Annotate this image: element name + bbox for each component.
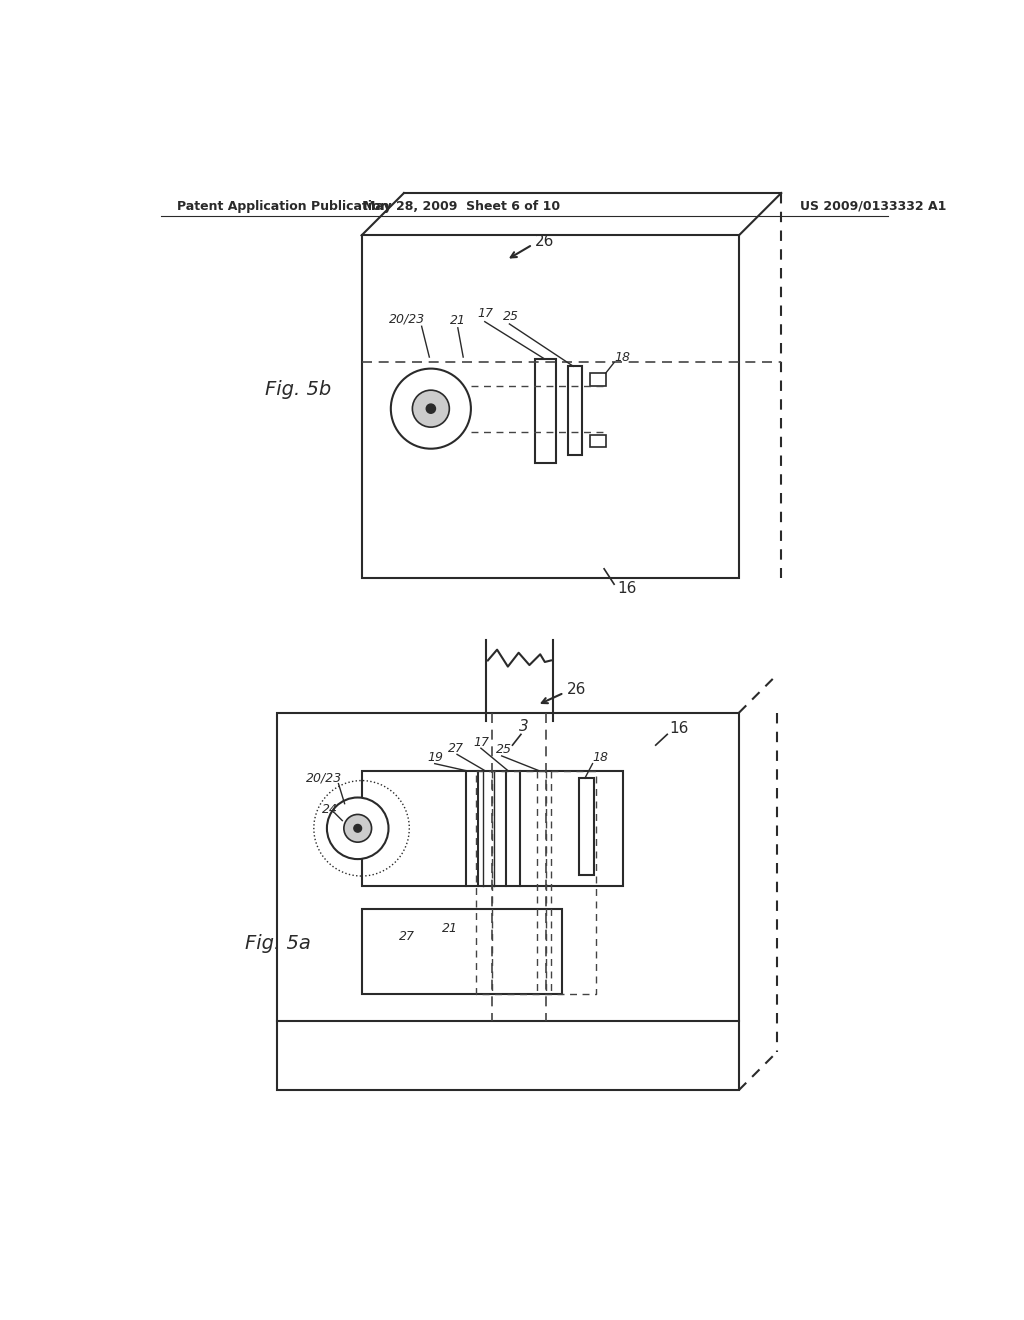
Text: Fig. 5a: Fig. 5a [245,935,310,953]
Text: 24: 24 [322,803,338,816]
Text: US 2009/0133332 A1: US 2009/0133332 A1 [801,199,947,213]
Text: 20/23: 20/23 [388,312,425,325]
Bar [361,771,624,886]
Text: 16: 16 [670,721,689,735]
Bar [535,359,556,462]
Circle shape [413,391,450,428]
Text: 17: 17 [477,308,494,321]
Text: 18: 18 [593,751,608,764]
Text: 27: 27 [447,742,464,755]
Bar [276,713,739,1090]
Text: 17: 17 [473,735,489,748]
Text: 25: 25 [496,743,512,756]
Text: 26: 26 [566,682,586,697]
Bar [361,909,562,994]
Text: 25: 25 [503,310,519,323]
Circle shape [344,814,372,842]
Text: Patent Application Publication: Patent Application Publication [177,199,389,213]
Text: 27: 27 [398,929,415,942]
Circle shape [426,404,435,413]
Circle shape [354,825,361,832]
Text: 3: 3 [519,719,529,734]
Bar [590,434,605,447]
Text: 16: 16 [617,581,637,595]
Bar [361,235,739,578]
Bar [568,367,582,455]
Text: 18: 18 [614,351,630,363]
Text: 21: 21 [442,921,459,935]
Circle shape [391,368,471,449]
Text: 19: 19 [427,751,443,764]
Bar [579,779,594,875]
Text: 20/23: 20/23 [306,772,342,785]
Text: 21: 21 [451,314,466,326]
Bar [590,374,605,385]
Circle shape [327,797,388,859]
Text: Fig. 5b: Fig. 5b [265,380,332,399]
Text: May 28, 2009  Sheet 6 of 10: May 28, 2009 Sheet 6 of 10 [364,199,560,213]
Text: 26: 26 [535,234,554,249]
